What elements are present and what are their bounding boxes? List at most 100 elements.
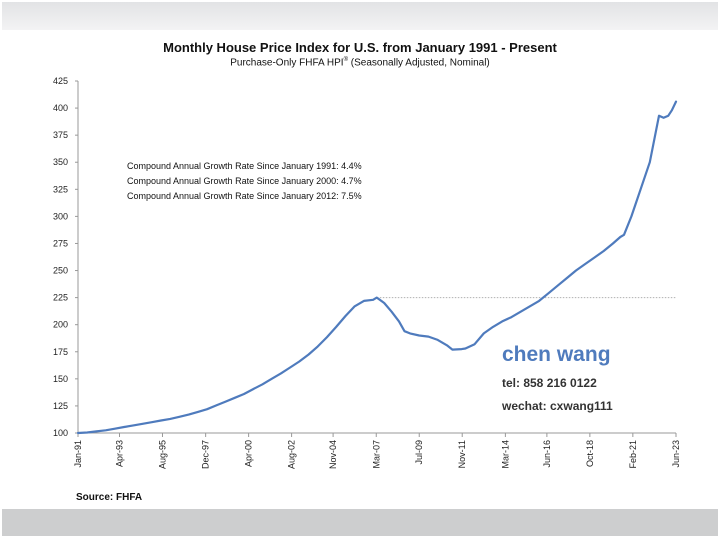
contact-tel: tel: 858 216 0122 (502, 376, 597, 390)
data-point (105, 429, 107, 431)
data-point (612, 242, 614, 245)
data-point (132, 424, 134, 427)
data-point (160, 419, 162, 422)
data-point (663, 117, 665, 119)
data-point (492, 326, 494, 328)
data-point (141, 423, 144, 425)
y-tick-label: 325 (53, 184, 68, 194)
data-point (261, 383, 264, 385)
series-line-hpi (76, 100, 678, 435)
data-point (298, 360, 300, 363)
x-tick-label: Mar-14 (500, 440, 510, 469)
data-point (376, 297, 378, 299)
data-point (566, 277, 568, 279)
x-tick-label: Jan-91 (73, 440, 83, 468)
data-point (529, 305, 531, 307)
data-point (398, 320, 400, 323)
data-point (603, 250, 605, 252)
data-point (483, 332, 485, 334)
data-point (335, 326, 337, 328)
x-tick-label: Feb-21 (628, 440, 638, 469)
data-point (403, 330, 406, 332)
data-point (501, 320, 503, 323)
decorative-footer-band (2, 509, 718, 536)
y-tick-label: 425 (53, 76, 68, 86)
chart-subtitle: Purchase-Only FHFA HPI® (Seasonally Adju… (0, 57, 720, 68)
data-point (326, 336, 328, 338)
data-point (151, 421, 153, 423)
decorative-header-banner (2, 2, 718, 30)
data-point (671, 109, 673, 111)
data-point (114, 428, 116, 430)
x-tick-label: Jul-09 (414, 440, 424, 465)
chart-title: Monthly House Price Index for U.S. from … (163, 40, 557, 55)
source-note: Source: FHFA (76, 492, 143, 503)
y-tick-label: 350 (53, 157, 68, 167)
y-tick-label: 375 (53, 130, 68, 140)
x-tick-label: Nov-11 (457, 440, 467, 468)
data-point (623, 234, 625, 236)
y-tick-label: 150 (53, 374, 68, 384)
data-point (234, 397, 236, 399)
data-point (510, 316, 513, 318)
data-point (178, 416, 181, 418)
data-point (649, 161, 651, 163)
data-point (224, 400, 227, 403)
data-point (123, 426, 125, 428)
x-tick-label: Mar-07 (371, 440, 381, 469)
data-point (280, 372, 282, 375)
x-tick-label: Oct-18 (585, 440, 595, 467)
data-point (547, 292, 549, 294)
cagr-annotation-1991: Compound Annual Growth Rate Since Januar… (127, 161, 362, 171)
x-tick-label: Aug-02 (287, 440, 297, 469)
data-point (383, 302, 385, 304)
data-point (77, 432, 79, 434)
data-point (473, 343, 476, 345)
data-point (252, 388, 254, 390)
data-point (372, 299, 374, 301)
data-point (575, 269, 577, 272)
chart-subtitle-main: Purchase-Only FHFA HPI (230, 57, 344, 69)
y-tick-label: 100 (53, 428, 68, 438)
axes: 100 125 150 175 200 225 250 275 300 325 350 375 400 4… (53, 76, 681, 469)
y-tick-label: 200 (53, 320, 68, 330)
data-point (556, 285, 559, 287)
data-point (437, 339, 439, 341)
registered-mark: ® (343, 57, 349, 63)
data-point (344, 315, 347, 317)
data-point (593, 256, 596, 259)
data-point (667, 115, 669, 117)
data-point (95, 430, 98, 432)
data-point (206, 408, 208, 410)
y-tick-label: 125 (53, 401, 68, 411)
series-group (76, 100, 678, 435)
y-tick-label: 175 (53, 347, 68, 357)
x-tick-label: Apr-00 (244, 440, 254, 467)
data-point (86, 431, 88, 434)
data-point (584, 263, 586, 265)
data-point (418, 334, 420, 337)
y-tick-label: 250 (53, 266, 68, 276)
data-point (363, 300, 365, 302)
x-tick-label: Dec-97 (201, 440, 211, 469)
data-point (446, 344, 448, 346)
data-point (427, 336, 430, 338)
x-tick-label: Nov-04 (328, 440, 338, 469)
contact-name: chen wang (502, 343, 611, 366)
data-point (390, 311, 393, 313)
data-point (243, 393, 245, 395)
contact-wechat: wechat: cxwang111 (502, 399, 613, 413)
x-tick-label: Apr-93 (115, 440, 125, 467)
cagr-annotation-2000: Compound Annual Growth Rate Since Januar… (127, 176, 362, 186)
data-point (169, 418, 171, 420)
data-point (451, 349, 454, 351)
data-point (197, 411, 199, 413)
data-point (675, 100, 677, 103)
data-point (307, 353, 310, 356)
data-point (271, 378, 273, 380)
data-point (461, 348, 463, 350)
y-tick-label: 400 (53, 103, 68, 113)
cagr-annotation-2012: Compound Annual Growth Rate Since Januar… (127, 191, 362, 201)
x-tick-label: Aug-95 (157, 440, 167, 469)
